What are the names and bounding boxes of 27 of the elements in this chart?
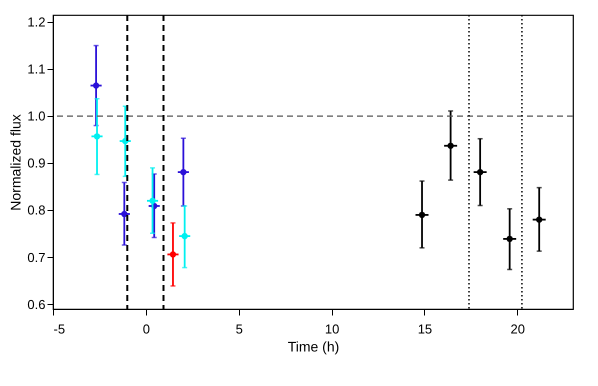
y-tick-label: 0.7	[27, 250, 46, 265]
y-tick-label: 0.8	[27, 202, 46, 218]
x-tick-label: 10	[324, 322, 340, 336]
y-tick-label: 0.6	[27, 296, 46, 312]
point	[149, 198, 156, 204]
point	[536, 216, 542, 223]
y-tick-label: 1.0	[27, 108, 46, 124]
point	[506, 236, 513, 242]
x-tick-label: 20	[510, 322, 526, 336]
point	[182, 232, 188, 240]
y-tick-label: 1.2	[27, 14, 46, 30]
y-axis-title: Normalized flux	[7, 114, 24, 211]
y-tick-label: 1.1	[27, 62, 46, 77]
x-tick-label: -5	[54, 322, 66, 336]
x-axis-title: Time (h)	[288, 338, 340, 354]
point	[418, 212, 426, 218]
point	[170, 251, 176, 258]
point	[447, 142, 454, 149]
point	[180, 168, 187, 176]
x-tick-label: 0	[142, 322, 150, 336]
point	[92, 82, 100, 89]
point	[476, 168, 484, 176]
x-tick-label: 15	[418, 322, 432, 336]
point	[94, 133, 100, 140]
x-tick-label: 5	[236, 322, 243, 336]
y-tick-label: 0.9	[27, 156, 46, 171]
point	[121, 210, 128, 218]
